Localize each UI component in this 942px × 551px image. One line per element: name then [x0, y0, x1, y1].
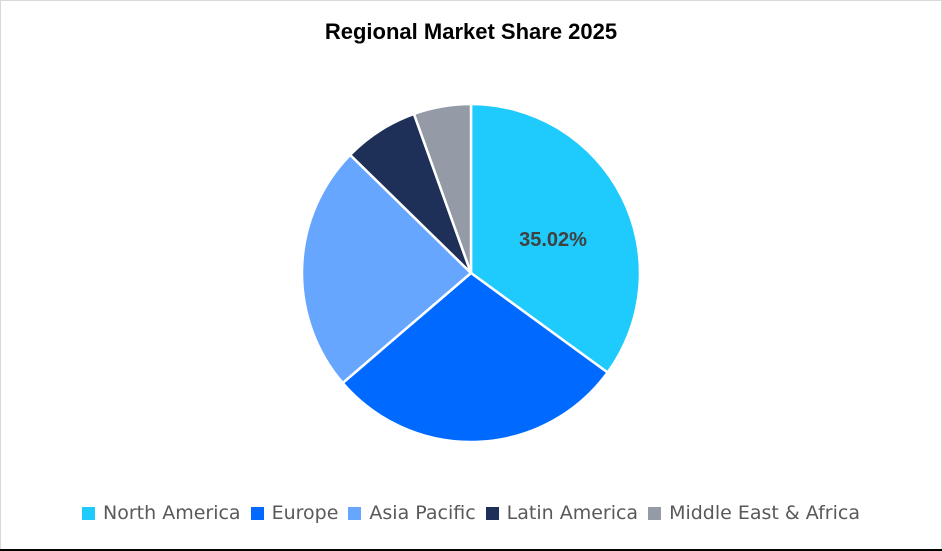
swatch-icon — [348, 506, 362, 520]
legend-item-latin-america[interactable]: Latin America — [485, 502, 639, 524]
legend-label: Latin America — [506, 502, 639, 524]
legend-item-north-america[interactable]: North America — [82, 502, 241, 524]
legend-label: Asia Pacific — [369, 502, 476, 524]
swatch-icon — [648, 506, 662, 520]
pie-slice-asia-pacific[interactable] — [300, 153, 473, 385]
swatch-icon — [82, 506, 96, 520]
legend-label: North America — [103, 502, 241, 524]
legend-item-europe[interactable]: Europe — [250, 502, 339, 524]
pie-slice-north-america[interactable] — [469, 102, 642, 375]
swatch-icon — [250, 506, 264, 520]
bottom-border — [0, 549, 942, 551]
legend-label: Middle East & Africa — [669, 502, 860, 524]
legend-item-middle-east-africa[interactable]: Middle East & Africa — [648, 502, 860, 524]
pie-slice-europe[interactable] — [340, 271, 610, 444]
chart-title: Regional Market Share 2025 — [324, 19, 618, 44]
data-label-north-america: 35.02% — [519, 229, 587, 251]
legend: North America Europe Asia Pacific Latin … — [0, 502, 942, 524]
pie-slice-middle-east-africa[interactable] — [412, 102, 473, 274]
legend-item-asia-pacific[interactable]: Asia Pacific — [348, 502, 476, 524]
swatch-icon — [485, 506, 499, 520]
legend-label: Europe — [271, 502, 339, 524]
